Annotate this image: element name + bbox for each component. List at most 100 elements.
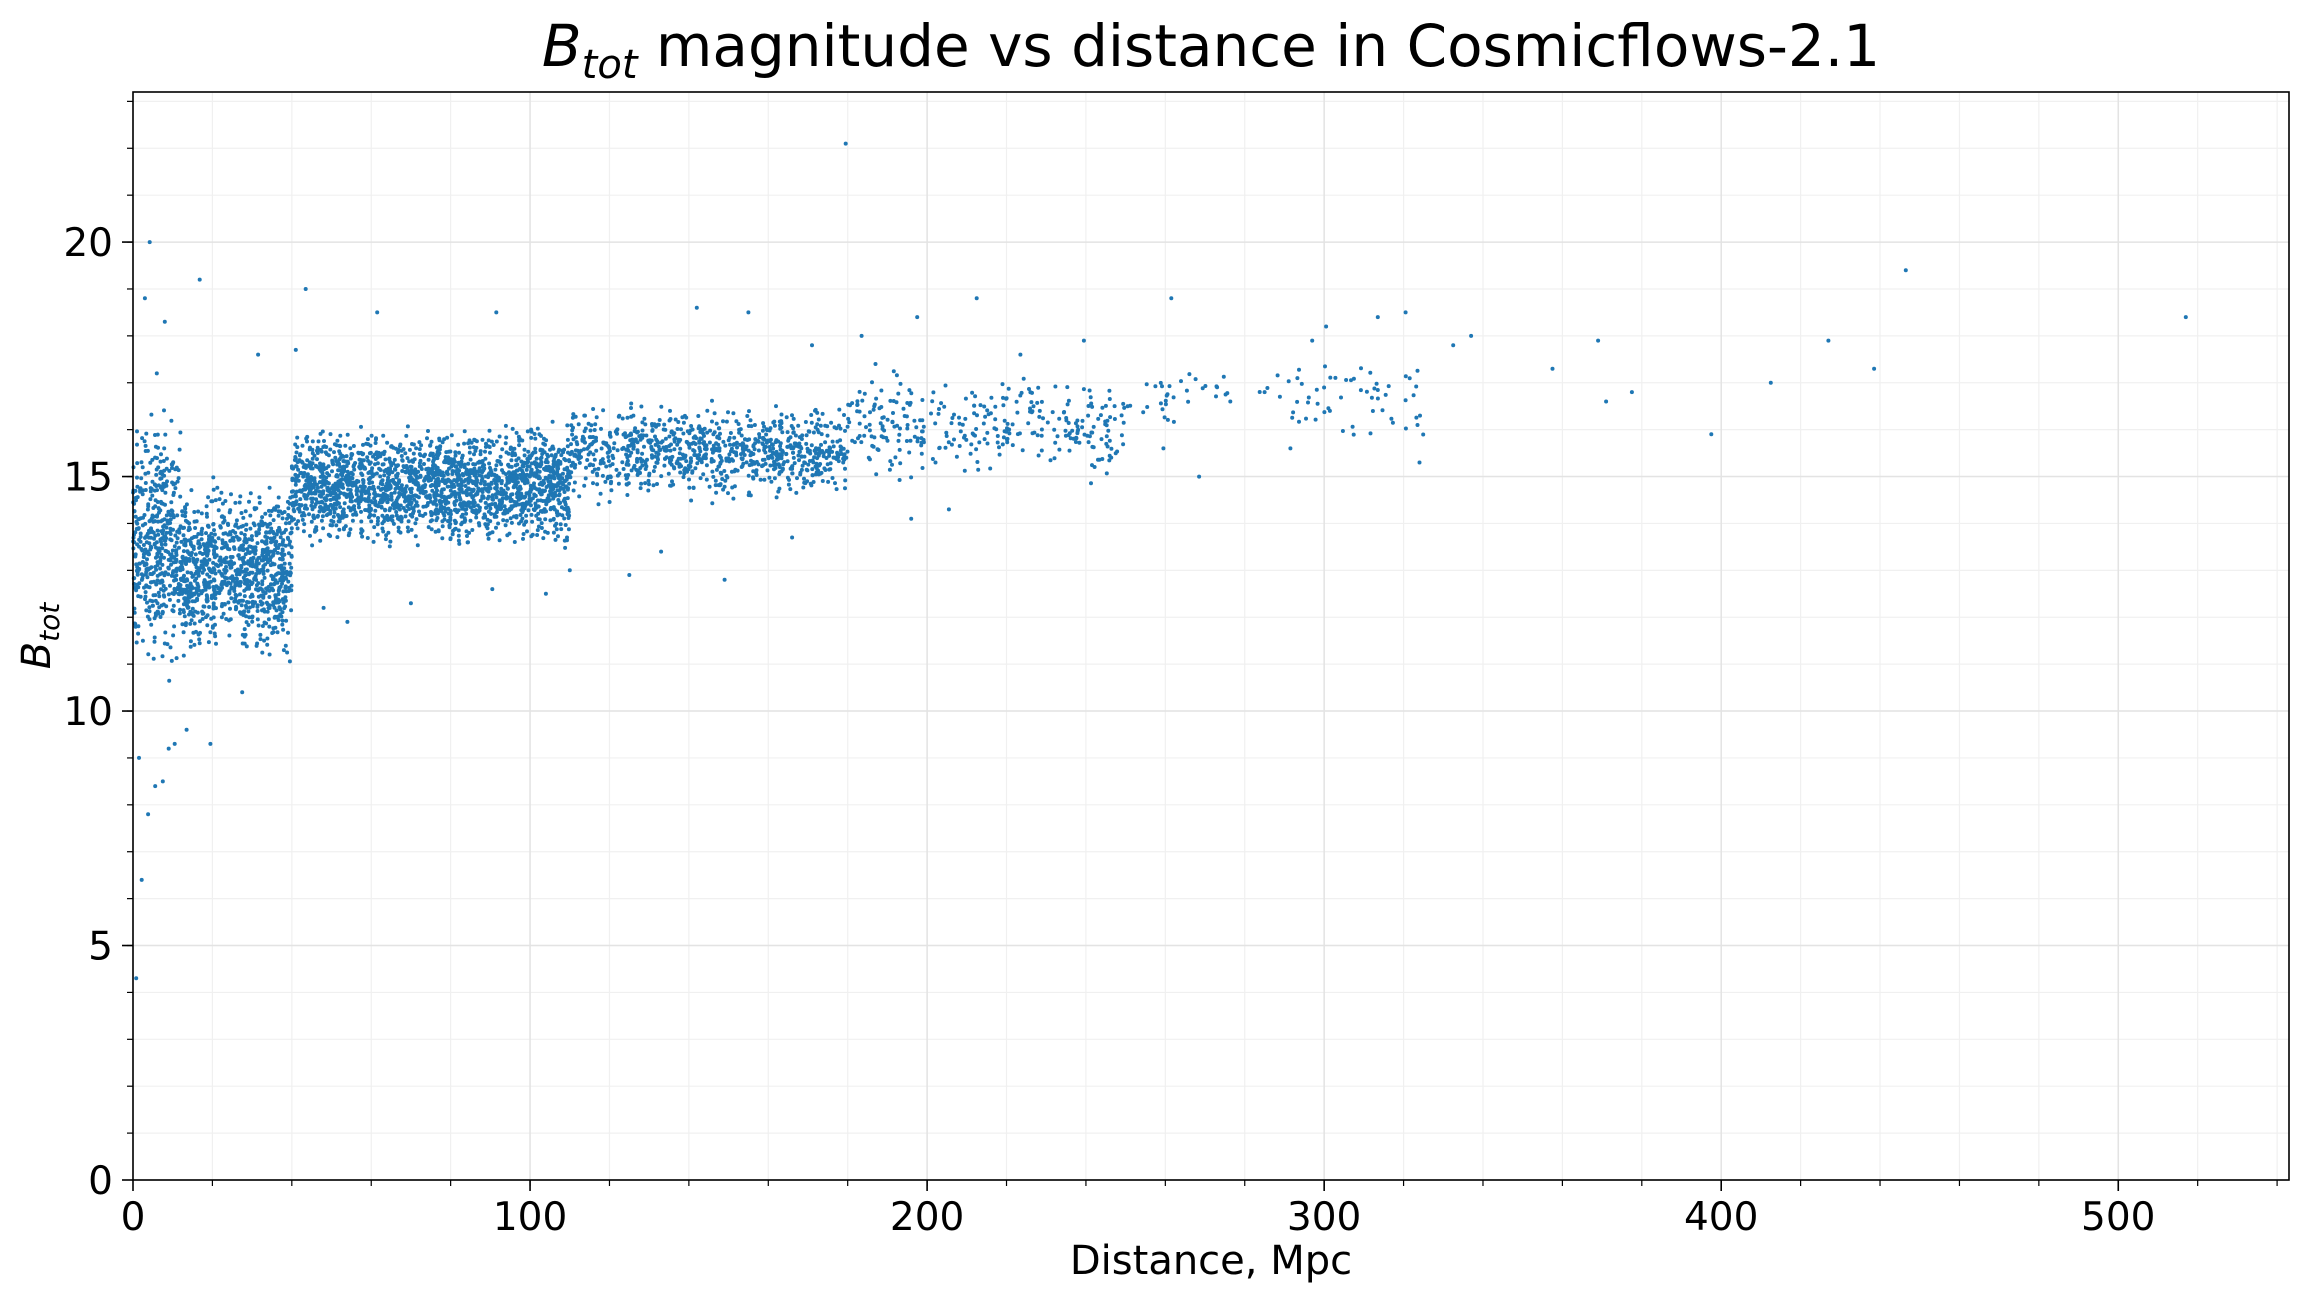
scatter-point bbox=[834, 457, 839, 461]
scatter-point bbox=[194, 519, 199, 524]
scatter-point bbox=[1158, 380, 1163, 385]
scatter-point bbox=[220, 581, 224, 586]
scatter-point bbox=[229, 559, 233, 564]
scatter-point bbox=[548, 507, 553, 512]
scatter-point bbox=[467, 438, 472, 443]
scatter-point bbox=[550, 445, 555, 450]
scatter-point bbox=[273, 543, 278, 547]
scatter-point bbox=[296, 467, 301, 472]
scatter-point bbox=[405, 424, 410, 429]
y-axis-label: Btot bbox=[14, 602, 66, 670]
scatter-point bbox=[265, 524, 270, 529]
scatter-point bbox=[625, 462, 630, 467]
scatter-point bbox=[1039, 399, 1044, 404]
scatter-point bbox=[735, 445, 739, 450]
scatter-point bbox=[204, 531, 208, 536]
scatter-point bbox=[248, 513, 253, 518]
scatter-point bbox=[224, 583, 229, 588]
scatter-point bbox=[778, 444, 783, 449]
scatter-point bbox=[263, 591, 268, 595]
scatter-point bbox=[814, 466, 819, 471]
scatter-point bbox=[416, 469, 421, 474]
scatter-point bbox=[766, 456, 771, 461]
scatter-point bbox=[1075, 424, 1080, 429]
scatter-point bbox=[247, 544, 252, 549]
scatter-point bbox=[962, 433, 967, 438]
scatter-point bbox=[657, 448, 662, 453]
scatter-point bbox=[528, 472, 533, 477]
scatter-point bbox=[678, 470, 683, 475]
scatter-point bbox=[718, 460, 723, 465]
scatter-point bbox=[202, 582, 207, 587]
scatter-point bbox=[414, 446, 419, 451]
scatter-point bbox=[756, 439, 761, 444]
scatter-point bbox=[190, 606, 195, 611]
scatter-point bbox=[172, 587, 177, 592]
scatter-point bbox=[190, 599, 195, 604]
scatter-point bbox=[158, 555, 163, 560]
scatter-point bbox=[1451, 343, 1456, 348]
scatter-point bbox=[559, 453, 564, 458]
scatter-point bbox=[396, 494, 401, 499]
scatter-point bbox=[551, 464, 556, 469]
scatter-point bbox=[382, 473, 387, 478]
scatter-point bbox=[154, 472, 159, 477]
scatter-point bbox=[1001, 395, 1005, 400]
scatter-point bbox=[371, 454, 375, 459]
scatter-point bbox=[431, 462, 436, 467]
scatter-point bbox=[1306, 400, 1310, 405]
scatter-point bbox=[573, 462, 578, 467]
scatter-point bbox=[591, 435, 596, 439]
scatter-point bbox=[178, 607, 183, 612]
scatter-point bbox=[908, 400, 913, 405]
scatter-point bbox=[1098, 413, 1103, 418]
scatter-point bbox=[508, 499, 513, 504]
scatter-point bbox=[145, 614, 150, 619]
scatter-point bbox=[1171, 395, 1176, 400]
scatter-point bbox=[505, 533, 510, 538]
scatter-point bbox=[335, 487, 340, 492]
scatter-point bbox=[564, 474, 569, 479]
scatter-point bbox=[222, 602, 227, 606]
scatter-point bbox=[350, 476, 355, 481]
scatter-point bbox=[189, 571, 194, 575]
scatter-point bbox=[161, 602, 166, 607]
scatter-point bbox=[432, 495, 437, 500]
scatter-point bbox=[142, 439, 147, 444]
scatter-point bbox=[625, 415, 630, 420]
scatter-point bbox=[546, 479, 551, 484]
x-axis-label: Distance, Mpc bbox=[1070, 1238, 1352, 1284]
scatter-point bbox=[140, 638, 145, 643]
scatter-point bbox=[158, 566, 163, 571]
scatter-point bbox=[557, 493, 562, 498]
scatter-point bbox=[553, 537, 558, 542]
scatter-point bbox=[425, 503, 430, 508]
scatter-point bbox=[206, 523, 211, 528]
scatter-point bbox=[627, 453, 632, 458]
scatter-point bbox=[717, 464, 721, 469]
scatter-point bbox=[1299, 381, 1304, 386]
scatter-point bbox=[180, 513, 185, 518]
scatter-point bbox=[521, 460, 525, 465]
scatter-point bbox=[944, 430, 949, 435]
scatter-point bbox=[202, 604, 207, 609]
scatter-point bbox=[862, 391, 867, 396]
scatter-point bbox=[1768, 380, 1773, 385]
scatter-point bbox=[663, 436, 668, 441]
scatter-point bbox=[659, 549, 664, 554]
scatter-point bbox=[791, 426, 796, 431]
scatter-point bbox=[520, 510, 525, 515]
scatter-point bbox=[874, 472, 879, 477]
scatter-point bbox=[568, 475, 573, 480]
scatter-point bbox=[153, 533, 158, 538]
scatter-point bbox=[702, 426, 707, 431]
scatter-point bbox=[1021, 376, 1026, 381]
scatter-point bbox=[1403, 426, 1408, 431]
scatter-point bbox=[804, 433, 809, 438]
scatter-point bbox=[988, 411, 993, 416]
scatter-point bbox=[1221, 374, 1226, 379]
scatter-point bbox=[535, 528, 540, 533]
scatter-point bbox=[681, 431, 686, 436]
scatter-point bbox=[505, 518, 509, 523]
scatter-point bbox=[599, 446, 604, 451]
